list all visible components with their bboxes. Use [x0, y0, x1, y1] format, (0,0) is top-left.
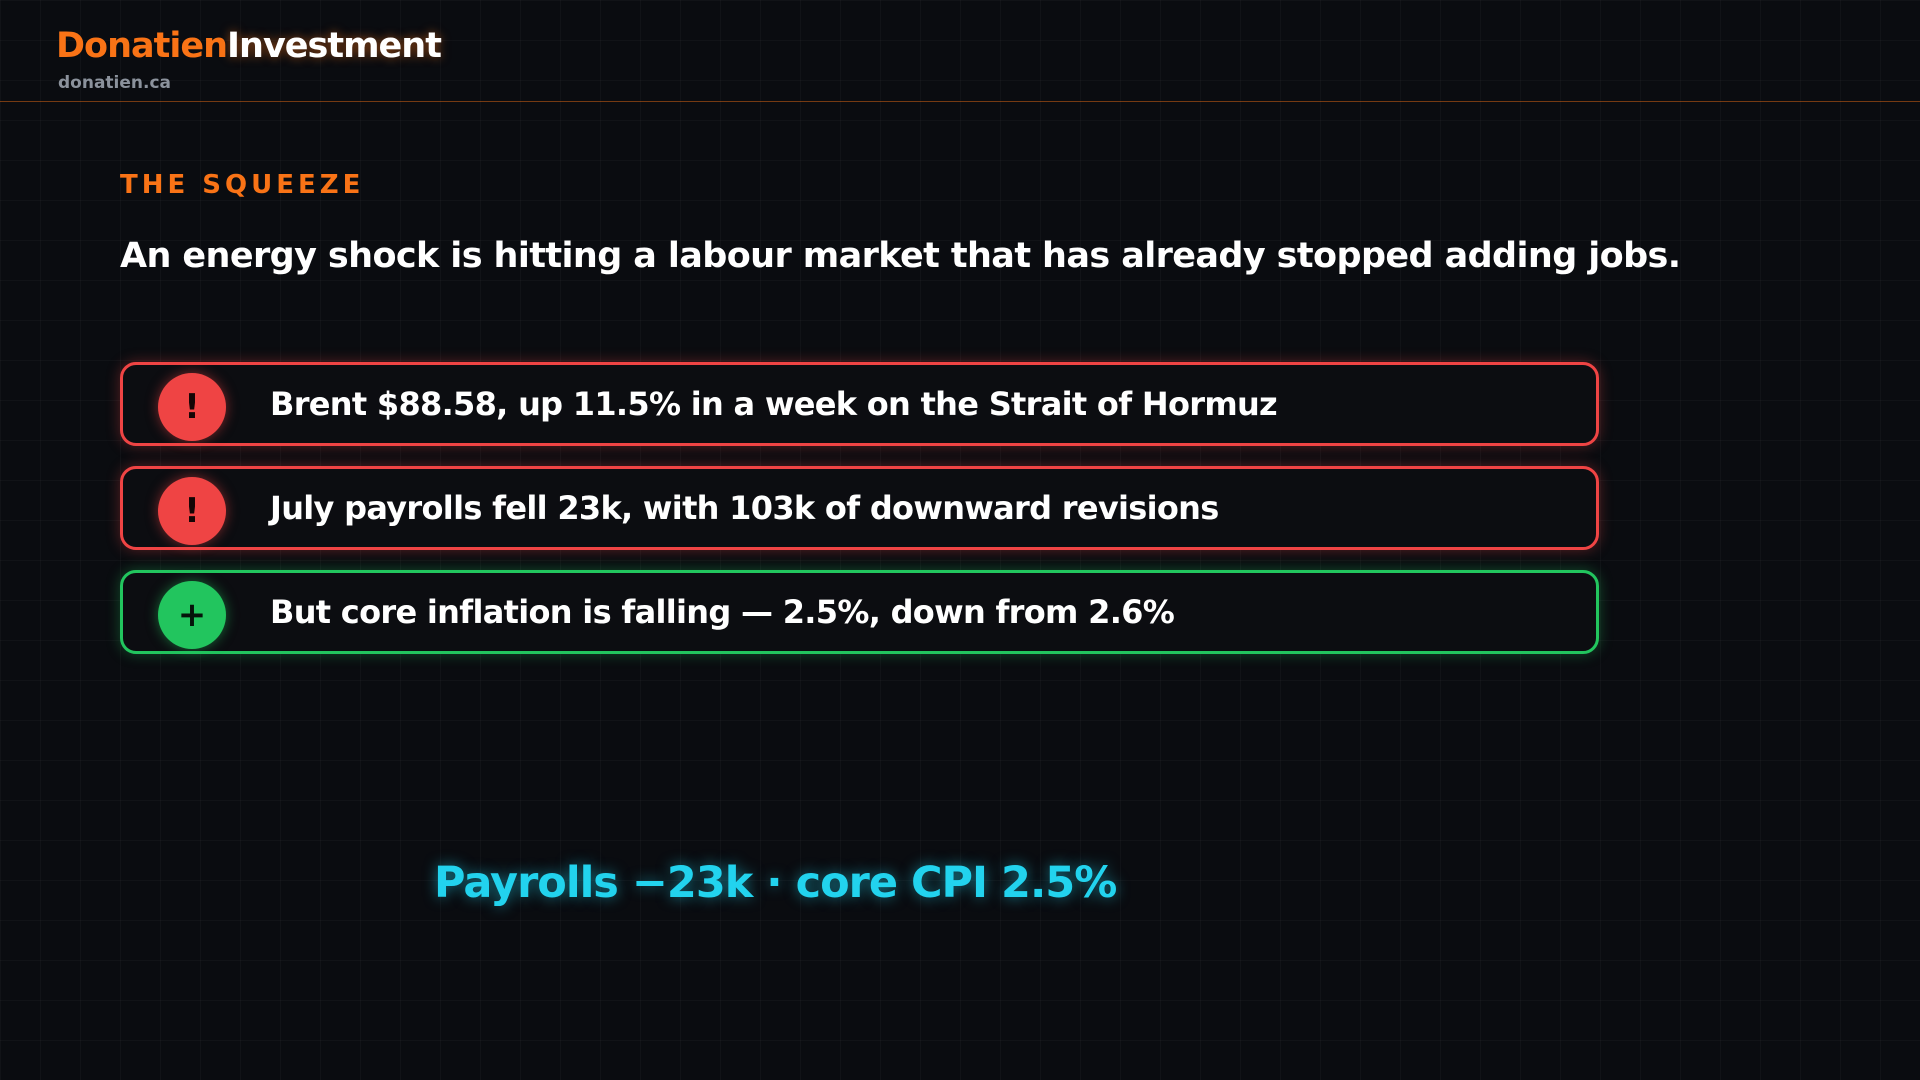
plus-icon: +: [158, 581, 226, 649]
point-card-brent: ! Brent $88.58, up 11.5% in a week on th…: [120, 362, 1599, 446]
brand-domain: donatien.ca: [58, 73, 172, 93]
point-text: Brent $88.58, up 11.5% in a week on the …: [270, 385, 1278, 423]
brand-logo: DonatienInvestment: [56, 24, 442, 68]
footer-stat: Payrolls −23k · core CPI 2.5%: [434, 858, 1117, 908]
section-eyebrow: THE SQUEEZE: [120, 170, 365, 200]
exclamation-icon: !: [158, 477, 226, 545]
brand-name-part2: Investment: [227, 26, 442, 66]
point-text: But core inflation is falling — 2.5%, do…: [270, 593, 1175, 631]
exclamation-icon: !: [158, 373, 226, 441]
brand-name-part1: Donatien: [56, 26, 228, 66]
point-text: July payrolls fell 23k, with 103k of dow…: [270, 489, 1219, 527]
page-headline: An energy shock is hitting a labour mark…: [120, 236, 1681, 276]
point-card-inflation: + But core inflation is falling — 2.5%, …: [120, 570, 1599, 654]
header-bar: DonatienInvestment donatien.ca: [0, 0, 1920, 102]
point-card-payrolls: ! July payrolls fell 23k, with 103k of d…: [120, 466, 1599, 550]
